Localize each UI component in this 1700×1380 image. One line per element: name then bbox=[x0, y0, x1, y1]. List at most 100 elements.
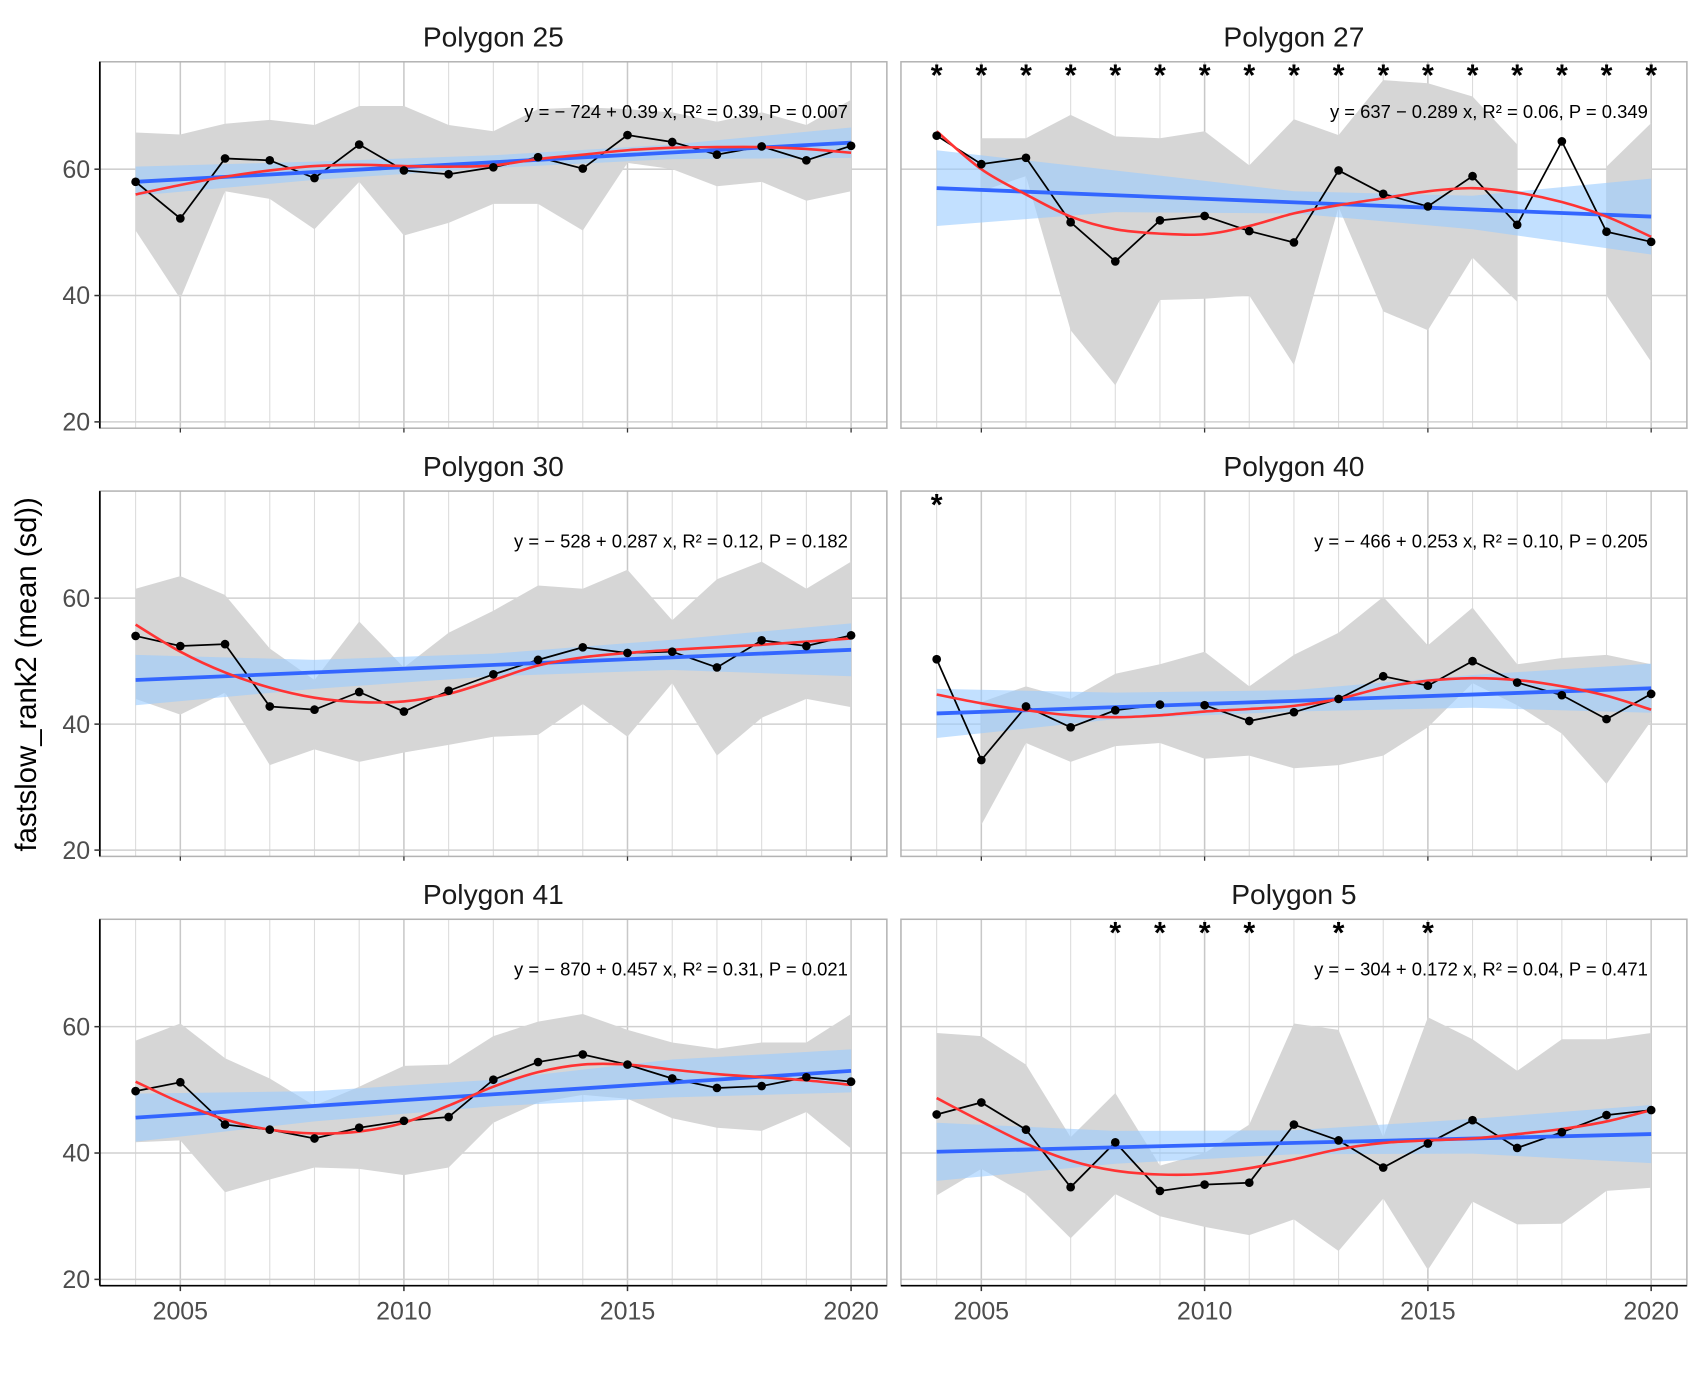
significance-star: * bbox=[1154, 60, 1166, 93]
significance-star: * bbox=[1377, 60, 1389, 93]
data-point bbox=[932, 131, 942, 141]
x-tick-label: 2010 bbox=[376, 1297, 431, 1325]
data-point bbox=[1289, 1120, 1299, 1129]
data-point bbox=[1512, 678, 1522, 687]
data-point bbox=[1110, 705, 1120, 715]
data-point bbox=[489, 162, 498, 172]
panel-border bbox=[900, 490, 1688, 858]
data-point bbox=[1066, 722, 1075, 732]
lm-fit-line bbox=[135, 140, 852, 184]
data-point bbox=[1646, 1105, 1656, 1115]
significance-star: * bbox=[1109, 917, 1121, 950]
data-point bbox=[1378, 671, 1388, 681]
regression-equation: y = − 724 + 0.39 x, R² = 0.39, P = 0.007 bbox=[524, 101, 848, 122]
data-point bbox=[667, 647, 677, 657]
data-point bbox=[1602, 227, 1611, 237]
y-tick-label: 60 bbox=[62, 585, 90, 613]
x-tick-label: 2015 bbox=[1400, 1297, 1455, 1325]
data-point bbox=[802, 641, 811, 651]
data-point bbox=[623, 648, 632, 658]
significance-star: * bbox=[931, 60, 943, 93]
panel-title: Polygon 25 bbox=[423, 21, 564, 53]
data-point bbox=[489, 670, 498, 679]
data-point bbox=[265, 1125, 275, 1134]
y-tick-label: 40 bbox=[62, 1140, 90, 1168]
loess-curve bbox=[936, 676, 1652, 719]
data-point bbox=[444, 169, 453, 179]
significance-star: * bbox=[1422, 60, 1434, 93]
significance-star: * bbox=[1601, 60, 1613, 93]
data-point bbox=[1646, 689, 1656, 699]
significance-star: * bbox=[1020, 60, 1032, 93]
data-point bbox=[1244, 1178, 1254, 1188]
data-point bbox=[533, 152, 543, 162]
regression-equation: y = − 466 + 0.253 x, R² = 0.10, P = 0.20… bbox=[1314, 530, 1648, 551]
data-point bbox=[1512, 1143, 1522, 1153]
data-point bbox=[1155, 1186, 1165, 1196]
data-point bbox=[802, 1072, 811, 1082]
regression-equation: y = 637 − 0.289 x, R² = 0.06, P = 0.349 bbox=[1330, 101, 1648, 122]
lm-fit-line bbox=[936, 186, 1652, 219]
data-point bbox=[1066, 1182, 1075, 1192]
data-point bbox=[712, 1083, 722, 1093]
data-point bbox=[1468, 1115, 1477, 1125]
data-point bbox=[1423, 202, 1433, 211]
loess-curve bbox=[134, 623, 852, 704]
data-point bbox=[354, 140, 364, 149]
data-point bbox=[1110, 257, 1120, 266]
data-point bbox=[578, 642, 588, 652]
data-point bbox=[846, 630, 856, 640]
significance-star: * bbox=[1645, 60, 1657, 93]
x-tick-label: 2020 bbox=[1623, 1297, 1678, 1325]
lm-fit-line bbox=[936, 1132, 1652, 1154]
y-tick-label: 60 bbox=[62, 1013, 90, 1041]
data-point bbox=[1423, 1139, 1433, 1148]
data-point bbox=[310, 705, 319, 714]
data-point bbox=[265, 702, 275, 711]
data-point bbox=[976, 159, 986, 169]
data-point bbox=[265, 156, 275, 165]
significance-star: * bbox=[1556, 60, 1568, 93]
data-point bbox=[1557, 690, 1567, 700]
data-point bbox=[1021, 702, 1031, 711]
panel: Polygon 25 y = − 724 + 0.39 x, R² = 0.39,… bbox=[62, 21, 888, 437]
data-point bbox=[131, 631, 140, 641]
panel: Polygon 30 y = − 528 + 0.287 x, R² = 0.12… bbox=[62, 450, 888, 865]
data-point bbox=[623, 130, 632, 140]
panel: Polygon 40 * y = − 466 + 0.253 x, R² = 0.1… bbox=[900, 450, 1688, 861]
data-point bbox=[1468, 171, 1477, 181]
data-point bbox=[444, 1112, 453, 1122]
regression-equation: y = − 870 + 0.457 x, R² = 0.31, P = 0.02… bbox=[514, 959, 848, 980]
data-point bbox=[757, 636, 766, 645]
data-point bbox=[399, 1116, 409, 1126]
x-tick-label: 2020 bbox=[823, 1297, 878, 1325]
significance-star: * bbox=[975, 60, 987, 93]
lm-fit-line bbox=[135, 647, 852, 682]
significance-star: * bbox=[1333, 917, 1345, 950]
panel: Polygon 5 * * * * * * y = − 304 + 0.172 x, R² =… bbox=[900, 878, 1688, 1325]
panel-title: Polygon 41 bbox=[423, 878, 564, 910]
significance-star: * bbox=[1065, 60, 1077, 93]
data-point bbox=[533, 655, 543, 665]
data-point bbox=[712, 663, 722, 672]
data-point bbox=[1021, 1125, 1031, 1134]
data-point bbox=[1289, 238, 1299, 247]
data-point bbox=[354, 1123, 364, 1133]
data-point bbox=[310, 1134, 319, 1143]
data-point bbox=[578, 1050, 588, 1059]
data-point bbox=[1244, 226, 1254, 236]
data-point bbox=[846, 141, 856, 151]
significance-star: * bbox=[1243, 60, 1255, 93]
data-point bbox=[932, 654, 942, 664]
data-point bbox=[932, 1110, 942, 1119]
data-point bbox=[1602, 1110, 1611, 1120]
data-point bbox=[1334, 694, 1343, 704]
data-point bbox=[220, 639, 230, 649]
significance-star: * bbox=[1243, 917, 1255, 950]
loess-curve bbox=[936, 1096, 1652, 1177]
data-point bbox=[1512, 220, 1522, 230]
y-tick-label: 40 bbox=[62, 282, 90, 310]
data-point bbox=[1646, 237, 1656, 247]
data-point bbox=[354, 687, 364, 697]
data-point bbox=[399, 707, 409, 716]
